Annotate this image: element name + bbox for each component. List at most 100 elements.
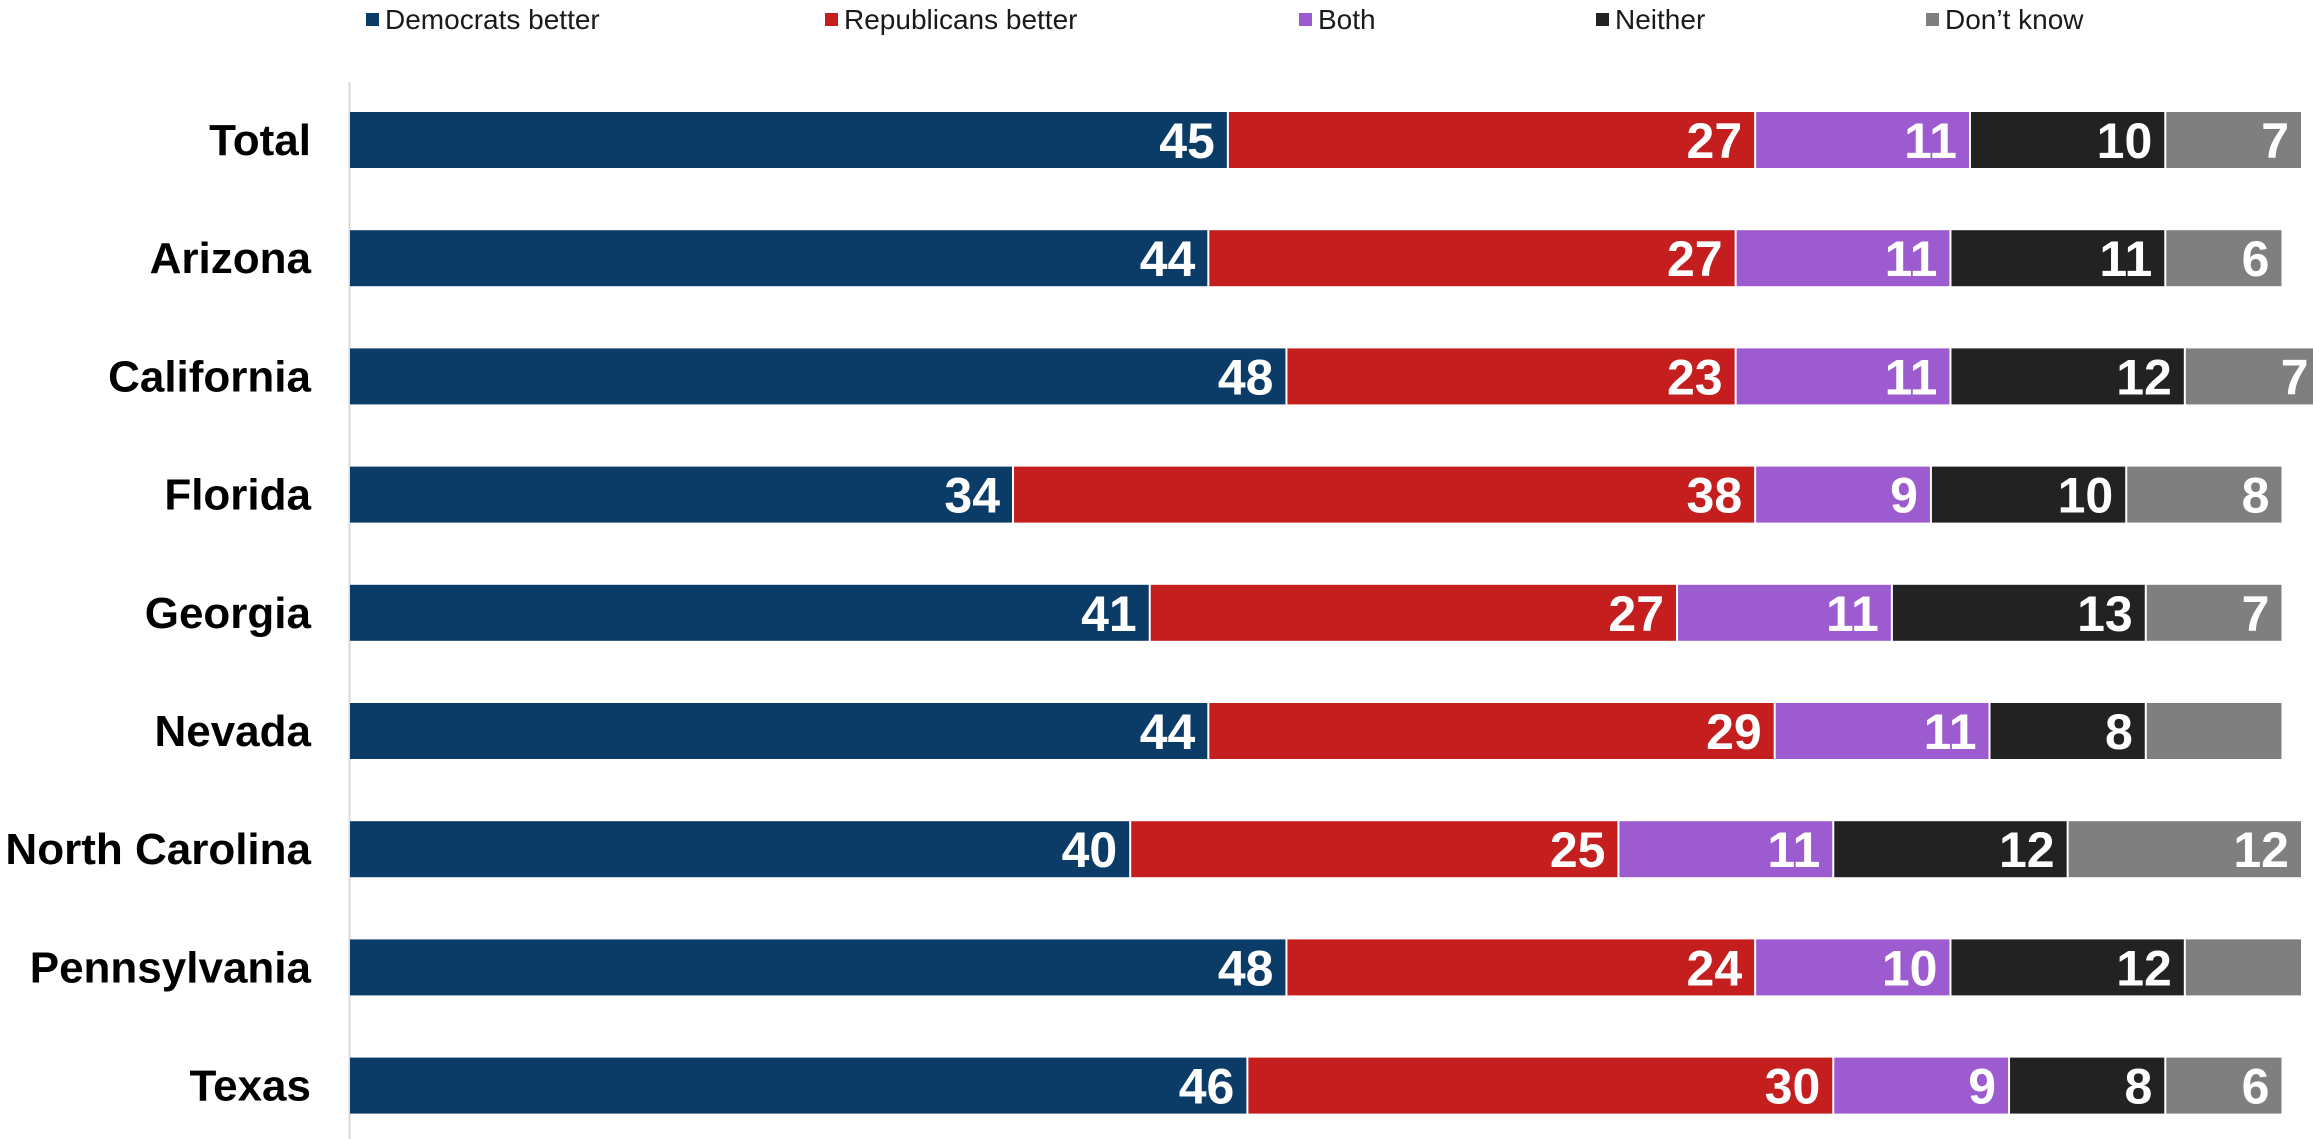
data-label-don-t-know: 12 bbox=[2233, 822, 2289, 878]
legend-label-democrats-better: Democrats better bbox=[385, 4, 600, 35]
data-label-democrats-better: 44 bbox=[1140, 704, 1196, 760]
data-label-don-t-know: 7 bbox=[2242, 586, 2270, 642]
data-label-neither: 8 bbox=[2124, 1059, 2152, 1115]
data-label-both: 10 bbox=[1882, 940, 1938, 996]
category-label: California bbox=[108, 352, 311, 401]
bar-segment-republicans-better bbox=[1209, 230, 1735, 287]
data-label-don-t-know: 6 bbox=[2242, 231, 2270, 287]
bar-segment-neither bbox=[1951, 230, 2165, 287]
bar-segment-both bbox=[1736, 348, 1950, 405]
legend-swatch-both bbox=[1299, 13, 1312, 26]
data-label-democrats-better: 45 bbox=[1159, 113, 1215, 169]
data-label-democrats-better: 46 bbox=[1179, 1059, 1235, 1115]
data-label-democrats-better: 40 bbox=[1062, 822, 1118, 878]
category-label: Texas bbox=[190, 1062, 312, 1111]
bar-segment-republicans-better bbox=[1209, 703, 1774, 759]
data-label-neither: 10 bbox=[2058, 468, 2114, 524]
data-label-republicans-better: 29 bbox=[1706, 704, 1762, 760]
bar-segment-both bbox=[1736, 230, 1950, 287]
bar-segment-democrats-better bbox=[350, 584, 1149, 641]
bar-segment-don-t-know bbox=[2146, 703, 2282, 759]
data-label-both: 11 bbox=[1924, 704, 1977, 760]
legend-swatch-don-t-know bbox=[1926, 13, 1939, 26]
data-label-republicans-better: 38 bbox=[1687, 468, 1743, 524]
bar-segment-democrats-better bbox=[350, 821, 1130, 878]
bar-segment-democrats-better bbox=[350, 348, 1286, 405]
legend-label-don-t-know: Don’t know bbox=[1945, 4, 2084, 35]
bar-row-california: California 48 23 11 12 7 bbox=[108, 348, 2313, 405]
data-label-neither: 11 bbox=[2099, 231, 2152, 287]
bar-segment-neither bbox=[1990, 703, 2145, 759]
data-label-neither: 12 bbox=[1999, 822, 2055, 878]
data-label-democrats-better: 48 bbox=[1218, 940, 1274, 996]
bar-segment-republicans-better bbox=[1228, 112, 1755, 168]
data-label-republicans-better: 27 bbox=[1687, 113, 1743, 169]
category-label: Arizona bbox=[150, 234, 312, 283]
bar-segment-both bbox=[1756, 939, 1950, 996]
data-label-republicans-better: 27 bbox=[1667, 231, 1723, 287]
data-label-republicans-better: 23 bbox=[1667, 349, 1723, 405]
bar-segment-neither bbox=[1951, 348, 2184, 405]
data-label-don-t-know: 7 bbox=[2281, 349, 2309, 405]
bar-segment-both bbox=[1678, 584, 1891, 641]
bar-row-total: Total 45 27 11 10 7 bbox=[209, 112, 2301, 169]
bar-row-texas: Texas 46 30 9 8 6 bbox=[190, 1057, 2282, 1115]
data-label-republicans-better: 25 bbox=[1550, 822, 1606, 878]
legend-swatch-republicans-better bbox=[825, 13, 838, 26]
bar-segment-don-t-know bbox=[2166, 112, 2301, 168]
bar-row-pennsylvania: Pennsylvania 48 24 10 12 bbox=[30, 939, 2301, 996]
category-label: Georgia bbox=[145, 589, 312, 638]
bar-row-nevada: Nevada 44 29 11 8 bbox=[154, 703, 2282, 760]
legend-swatch-democrats-better bbox=[366, 13, 379, 26]
bar-segment-neither bbox=[1892, 584, 2145, 641]
bar-segment-neither bbox=[1970, 112, 2165, 168]
bar-segment-neither bbox=[2010, 1057, 2165, 1114]
data-label-democrats-better: 44 bbox=[1140, 231, 1196, 287]
data-label-both: 11 bbox=[1826, 586, 1879, 642]
bar-segment-democrats-better bbox=[350, 230, 1208, 287]
bar-segment-republicans-better bbox=[1150, 584, 1677, 641]
category-label: Total bbox=[209, 116, 311, 165]
bar-row-north-carolina: North Carolina 40 25 11 12 12 bbox=[5, 821, 2301, 878]
bar-segment-don-t-know bbox=[2146, 584, 2282, 641]
category-label: Nevada bbox=[154, 707, 311, 756]
data-label-don-t-know: 8 bbox=[2242, 468, 2270, 524]
data-label-both: 9 bbox=[1890, 468, 1918, 524]
bar-segment-don-t-know bbox=[2185, 939, 2301, 996]
data-label-republicans-better: 24 bbox=[1687, 940, 1743, 996]
data-label-republicans-better: 30 bbox=[1765, 1059, 1821, 1115]
data-label-both: 9 bbox=[1968, 1059, 1996, 1115]
bar-segment-democrats-better bbox=[350, 939, 1286, 996]
data-label-both: 11 bbox=[1904, 113, 1957, 169]
data-label-democrats-better: 41 bbox=[1081, 586, 1137, 642]
bar-row-georgia: Georgia 41 27 11 13 7 bbox=[145, 584, 2282, 642]
bar-segment-republicans-better bbox=[1287, 939, 1755, 996]
bar-segment-don-t-know bbox=[2068, 821, 2301, 878]
data-label-neither: 13 bbox=[2077, 586, 2133, 642]
legend-label-neither: Neither bbox=[1615, 4, 1705, 35]
legend: Democrats better Republicans better Both Ne… bbox=[366, 4, 2084, 35]
bar-segment-don-t-know bbox=[2166, 230, 2282, 287]
legend-label-republicans-better: Republicans better bbox=[844, 4, 1077, 35]
data-label-both: 11 bbox=[1885, 231, 1938, 287]
bar-segment-both bbox=[1756, 112, 1969, 168]
bar-segment-republicans-better bbox=[1248, 1057, 1833, 1114]
data-label-both: 11 bbox=[1767, 822, 1820, 878]
data-label-neither: 12 bbox=[2116, 940, 2172, 996]
bar-segment-neither bbox=[1931, 466, 2126, 523]
bar-segment-both bbox=[1775, 703, 1989, 759]
bar-segment-both bbox=[1834, 1057, 2009, 1114]
data-label-both: 11 bbox=[1885, 349, 1938, 405]
bar-segment-don-t-know bbox=[2185, 348, 2313, 405]
legend-swatch-neither bbox=[1596, 13, 1609, 26]
plot-area: Total 45 27 11 10 7 Arizona 44 27 11 11 6 California… bbox=[5, 112, 2313, 1115]
category-label: North Carolina bbox=[5, 825, 311, 874]
bar-segment-don-t-know bbox=[2127, 466, 2282, 523]
data-label-don-t-know: 6 bbox=[2242, 1059, 2270, 1115]
bar-segment-democrats-better bbox=[350, 1057, 1247, 1114]
bar-segment-don-t-know bbox=[2166, 1057, 2282, 1114]
bar-row-florida: Florida 34 38 9 10 8 bbox=[164, 466, 2282, 524]
data-label-don-t-know: 7 bbox=[2261, 113, 2289, 169]
bar-segment-neither bbox=[1834, 821, 2067, 878]
